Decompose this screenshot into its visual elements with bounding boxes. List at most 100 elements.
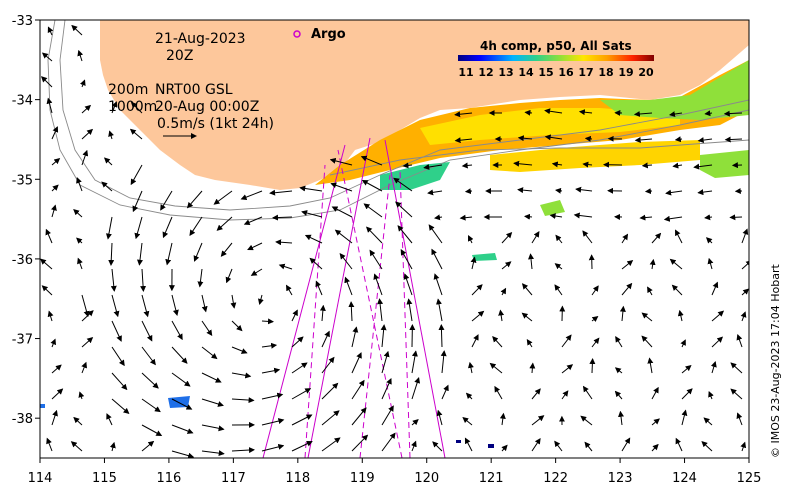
sst-patches (40, 60, 749, 448)
current-arrow (351, 326, 359, 348)
current-arrow (51, 126, 59, 140)
current-arrow (41, 52, 53, 62)
colorbar (458, 55, 654, 61)
current-arrow (81, 337, 94, 348)
current-arrow (619, 305, 626, 322)
current-arrow (369, 249, 383, 270)
current-arrow (428, 224, 443, 244)
current-arrow (489, 362, 503, 374)
current-arrow (77, 49, 84, 62)
current-arrow (108, 130, 114, 140)
contour-200-label: 200m (108, 82, 148, 98)
current-arrow (669, 258, 683, 270)
current-arrow (81, 104, 92, 114)
current-arrow (554, 440, 563, 452)
current-arrow (71, 24, 83, 36)
current-arrow (464, 188, 473, 195)
current-arrow (201, 294, 208, 313)
colorbar-ticks: 11 12 13 14 15 16 17 18 19 20 (458, 66, 654, 79)
current-arrow (231, 346, 248, 354)
current-arrow (111, 101, 118, 114)
x-tick-label: 119 (350, 471, 375, 486)
x-tick-label: 123 (608, 471, 633, 486)
current-arrow (351, 379, 365, 400)
current-arrow (618, 410, 624, 426)
colorbar-tick-label: 14 (518, 66, 534, 79)
y-tick-label: -36 (12, 253, 33, 268)
current-arrow (730, 388, 743, 400)
current-arrow (132, 190, 143, 213)
current-arrow (614, 367, 623, 374)
current-arrow (513, 160, 533, 167)
current-arrow (111, 398, 130, 415)
current-arrow (231, 372, 252, 379)
current-arrow (230, 294, 237, 309)
current-arrow (331, 206, 353, 218)
current-arrow (544, 134, 563, 141)
current-arrow (436, 409, 443, 426)
y-tick-label: -34 (12, 94, 33, 109)
current-arrow (697, 189, 713, 196)
current-arrow (51, 184, 59, 192)
current-arrow (400, 249, 413, 270)
current-arrow (669, 111, 683, 118)
current-arrow (41, 285, 53, 296)
colorbar-title: 4h comp, p50, All Sats (480, 39, 632, 53)
colorbar-tick-label: 13 (498, 66, 513, 79)
current-arrow (561, 334, 572, 348)
current-arrow (309, 257, 323, 270)
current-arrow (521, 312, 533, 322)
current-arrow (109, 441, 116, 452)
current-arrow (278, 263, 293, 270)
current-arrow (291, 336, 304, 348)
current-arrow (730, 362, 743, 374)
current-arrow (105, 216, 113, 240)
current-arrow (351, 407, 367, 426)
current-arrow (231, 320, 243, 332)
current-arrow (461, 162, 473, 169)
current-arrow (160, 190, 173, 211)
current-arrow (701, 441, 713, 452)
current-arrow (651, 232, 662, 244)
current-arrow (647, 357, 654, 374)
current-arrow (736, 412, 743, 426)
current-arrow (528, 253, 534, 270)
current-arrow (438, 324, 445, 348)
colorbar-tick-label: 19 (618, 66, 633, 79)
current-arrow (555, 234, 563, 244)
current-arrow (103, 157, 113, 166)
current-arrow (40, 258, 53, 270)
current-arrow (467, 361, 474, 374)
current-arrow (440, 350, 447, 374)
current-arrow (275, 239, 293, 246)
current-arrow (291, 440, 313, 452)
current-arrow (261, 418, 285, 426)
current-arrow (240, 190, 263, 200)
current-arrow (329, 157, 353, 166)
colorbar-tick-label: 16 (558, 66, 574, 79)
current-arrow (672, 162, 683, 169)
colorbar-tick-label: 15 (538, 66, 553, 79)
current-arrow (705, 237, 713, 244)
current-arrow (269, 189, 293, 196)
current-arrow (591, 285, 599, 296)
current-arrow (321, 382, 339, 400)
current-arrow (471, 284, 483, 296)
x-tick-label: 116 (156, 471, 181, 486)
current-arrow (73, 209, 83, 218)
current-arrow (171, 294, 179, 316)
current-arrow (73, 416, 83, 426)
current-arrow (711, 336, 724, 348)
current-arrow (261, 443, 285, 452)
current-arrow (704, 214, 713, 221)
current-arrow (51, 388, 64, 400)
current-arrow (304, 234, 323, 244)
current-arrow (51, 364, 62, 374)
current-arrow (741, 260, 749, 270)
current-arrow (393, 177, 413, 192)
current-arrow (639, 214, 653, 221)
current-arrow (403, 273, 413, 296)
y-tick-label: -33 (12, 14, 33, 29)
current-arrow (250, 268, 263, 276)
current-arrow (584, 441, 593, 452)
